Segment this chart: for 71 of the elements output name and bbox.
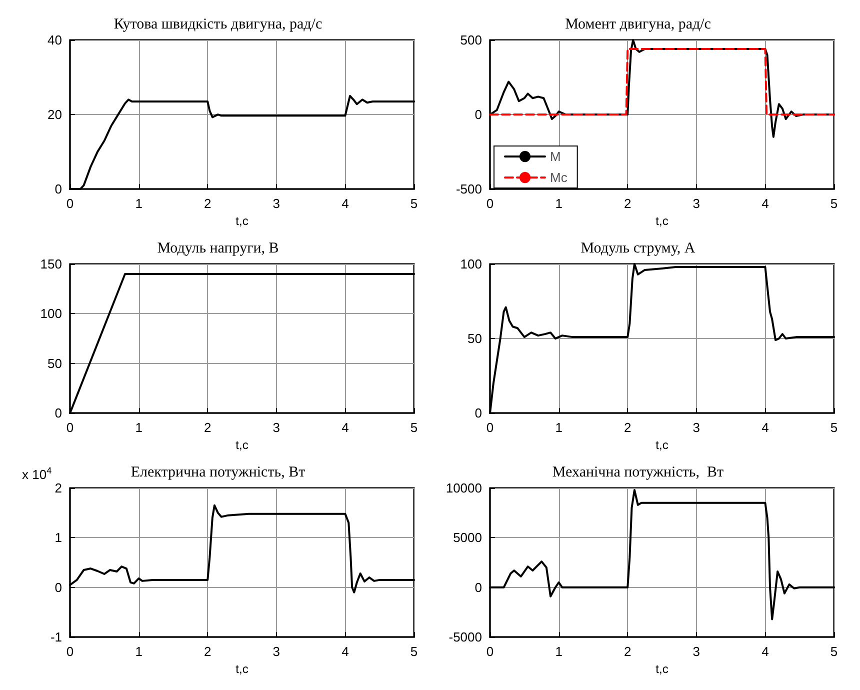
chart-title: Модуль напруги, В	[157, 240, 279, 256]
chart-title: Механічна потужність, Вт	[552, 464, 724, 480]
x-tick-label: 3	[692, 644, 700, 660]
x-tick-label: 5	[830, 196, 838, 212]
x-axis-title: t,c	[656, 662, 668, 676]
x-tick-label: 5	[410, 644, 418, 660]
x-tick-label: 0	[486, 420, 494, 436]
chart-title: Електрична потужність, Вт	[130, 464, 306, 480]
x-tick-label: 5	[830, 644, 838, 660]
y-tick-label: 0	[474, 406, 482, 421]
x-axis-title: t,c	[656, 214, 668, 228]
x-tick-label: 2	[624, 420, 632, 436]
x-tick-label: 2	[204, 196, 212, 212]
y-tick-label: 100	[460, 256, 482, 272]
y-tick-label: -1	[50, 630, 62, 645]
x-tick-label: 4	[342, 196, 349, 212]
x-tick-label: 3	[272, 644, 280, 660]
x-tick-label: 3	[692, 196, 700, 212]
x-tick-label: 2	[624, 196, 632, 212]
x-tick-label: 3	[272, 420, 280, 436]
y-tick-label: 5000	[453, 530, 482, 546]
legend-label: Mc	[550, 170, 568, 185]
x-tick-label: 4	[342, 644, 349, 660]
x-tick-label: 0	[486, 196, 494, 212]
y-tick-label: 40	[48, 32, 62, 48]
x-tick-label: 0	[66, 644, 74, 660]
x-tick-label: 0	[66, 420, 74, 436]
y-tick-label: -500	[456, 182, 482, 197]
chart-title: Момент двигуна, рад/с	[565, 16, 712, 32]
x-tick-label: 4	[762, 196, 769, 212]
x-tick-label: 5	[830, 420, 838, 436]
y-tick-label: 0	[54, 406, 62, 421]
x-tick-label: 4	[762, 420, 769, 436]
y-tick-label: 0	[474, 107, 482, 122]
x-axis-title: t,c	[236, 662, 248, 676]
y-tick-label: 500	[460, 32, 482, 48]
y-tick-label: 10000	[446, 480, 482, 496]
x-tick-label: 5	[410, 420, 418, 436]
y-tick-label: 50	[468, 331, 482, 346]
x-tick-label: 1	[135, 420, 142, 436]
x-tick-label: 1	[135, 644, 142, 660]
x-tick-label: 3	[692, 420, 700, 436]
x-tick-label: 4	[342, 420, 349, 436]
x-tick-label: 1	[555, 420, 562, 436]
chart-title: Кутова швидкість двигуна, рад/с	[114, 16, 322, 32]
y-tick-label: 2	[54, 480, 62, 496]
x-tick-label: 1	[135, 196, 142, 212]
x-tick-label: 2	[204, 644, 212, 660]
legend-label: M	[550, 149, 561, 164]
x-tick-label: 0	[66, 196, 74, 212]
y-tick-label: 150	[40, 256, 62, 272]
y-tick-label: 1	[54, 530, 62, 546]
y-tick-label: 100	[40, 306, 62, 322]
x-tick-label: 2	[624, 644, 632, 660]
x-tick-label: 1	[555, 196, 562, 212]
x-tick-label: 0	[486, 644, 494, 660]
x-axis-title: t,c	[656, 438, 668, 452]
x-tick-label: 1	[555, 644, 562, 660]
x-tick-label: 2	[204, 420, 212, 436]
y-tick-label: 0	[54, 182, 62, 197]
x-tick-label: 4	[762, 644, 769, 660]
y-tick-label: 0	[54, 580, 62, 595]
x-axis-title: t,c	[236, 438, 248, 452]
x-tick-label: 3	[272, 196, 280, 212]
y-tick-label: 20	[48, 107, 62, 122]
y-tick-label: 0	[474, 580, 482, 595]
y-tick-label: 50	[48, 356, 62, 371]
chart-title: Модуль струму, А	[580, 240, 696, 256]
y-tick-label: -5000	[448, 630, 482, 645]
x-tick-label: 5	[410, 196, 418, 212]
x-axis-title: t,c	[236, 214, 248, 228]
